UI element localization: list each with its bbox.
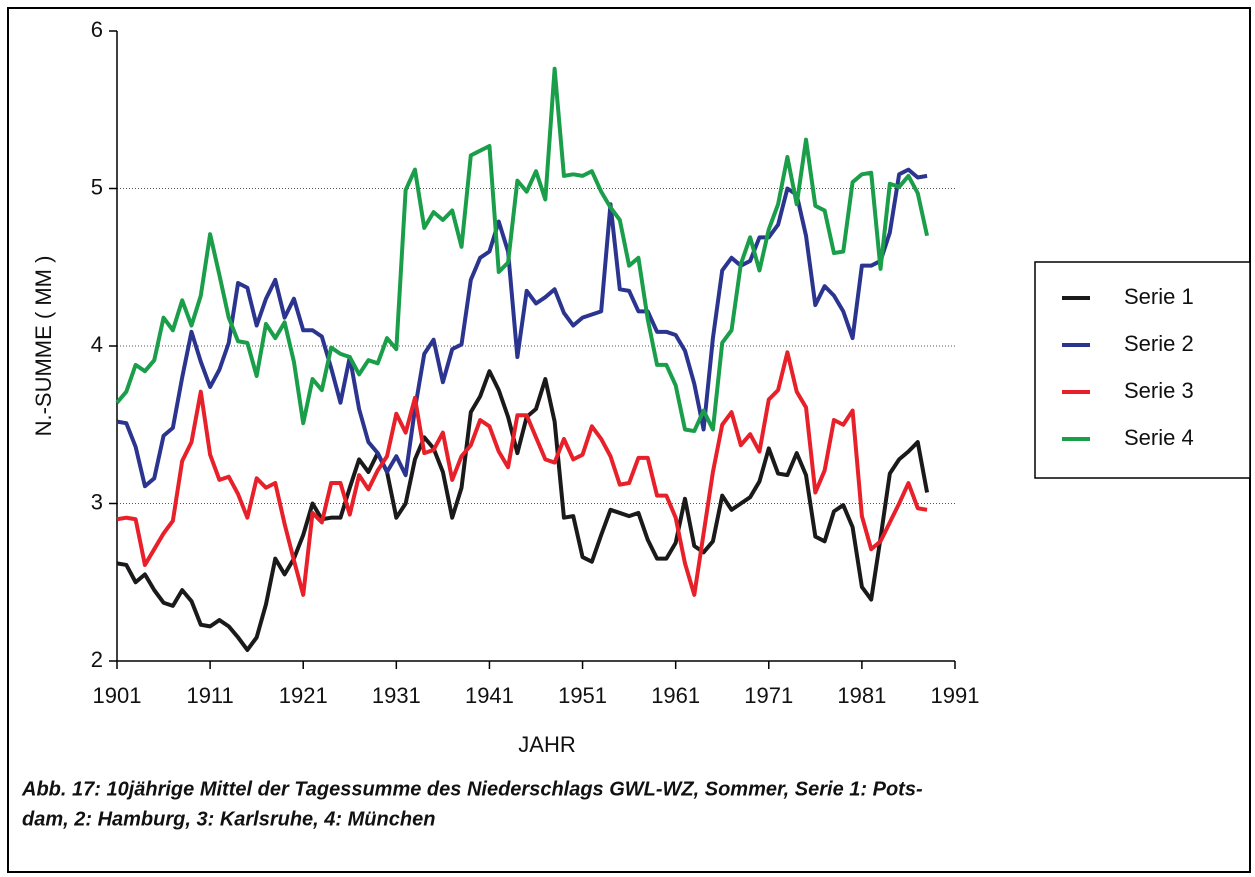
caption: dam, 2: Hamburg, 3: Karlsruhe, 4: Münche… <box>22 808 435 830</box>
legend-label: Serie 2 <box>1124 331 1194 356</box>
caption: Abb. 17: 10jährige Mittel der Tagessumme… <box>21 778 923 800</box>
legend-label: Serie 3 <box>1124 378 1194 403</box>
y-tick-label: 6 <box>91 17 103 42</box>
x-tick-label: 1911 <box>186 683 233 708</box>
y-tick-label: 3 <box>91 489 103 514</box>
x-tick-label: 1941 <box>465 683 514 708</box>
series-line <box>116 167 928 489</box>
x-tick-label: 1971 <box>744 683 793 708</box>
legend-label: Serie 1 <box>1124 284 1194 309</box>
x-tick-label: 1961 <box>651 683 700 708</box>
x-tick-label: 1921 <box>279 683 328 708</box>
series-line <box>115 66 930 434</box>
x-tick-label: 1951 <box>558 683 607 708</box>
y-tick-label: 4 <box>91 332 103 357</box>
x-tick-label: 1991 <box>931 683 980 708</box>
series-line <box>116 369 930 652</box>
x-axis-label: JAHR <box>518 732 575 757</box>
y-tick-label: 5 <box>91 174 103 199</box>
legend-label: Serie 4 <box>1124 425 1194 450</box>
series-line <box>116 350 928 597</box>
y-axis-label: N.-SUMME ( MM ) <box>31 256 56 437</box>
y-tick-label: 2 <box>91 647 103 672</box>
x-tick-label: 1981 <box>837 683 886 708</box>
x-tick-label: 1901 <box>93 683 142 708</box>
x-tick-label: 1931 <box>372 683 421 708</box>
